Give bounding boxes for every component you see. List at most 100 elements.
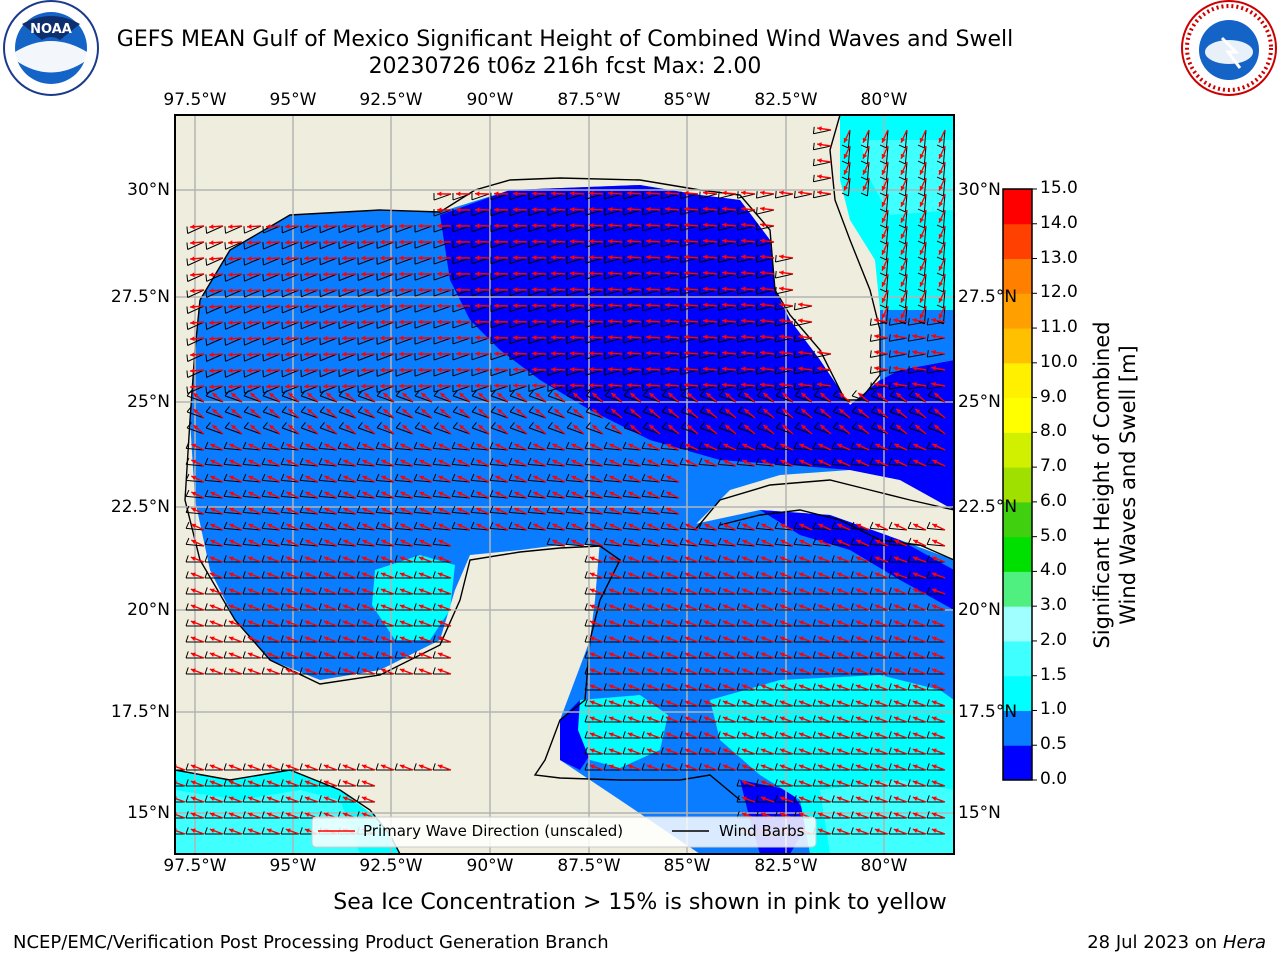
- wind-barb-flag: [774, 619, 778, 627]
- wave-direction-arrowhead: [684, 588, 690, 593]
- wind-barb-flag: [299, 571, 303, 579]
- wind-barb-flag: [433, 406, 439, 413]
- wind-barb: [680, 225, 699, 232]
- wave-direction-arrowhead: [722, 366, 727, 372]
- wind-barb: [547, 305, 566, 312]
- wave-direction-arrowhead: [380, 239, 385, 245]
- wave-direction-arrow: [175, 765, 186, 771]
- wind-barb: [737, 209, 756, 215]
- wind-barb: [889, 395, 908, 403]
- wind-barb: [585, 209, 604, 216]
- wave-direction-arrowhead: [323, 351, 328, 357]
- wind-barb: [186, 411, 205, 419]
- wave-direction-arrowhead: [703, 318, 708, 324]
- wind-barb: [301, 273, 319, 282]
- wind-barb: [376, 527, 395, 531]
- wind-barb: [263, 305, 281, 314]
- wave-direction-arrowhead: [459, 392, 465, 398]
- wind-barb-flag: [262, 370, 264, 378]
- wind-barb: [320, 305, 338, 314]
- wave-direction-arrowhead: [228, 336, 233, 342]
- wave-direction-arrowhead: [304, 223, 309, 229]
- wind-barb-flag: [470, 489, 475, 497]
- wind-barb-flag: [736, 537, 741, 545]
- wind-barb: [942, 129, 946, 148]
- wind-barb: [281, 543, 300, 547]
- wave-direction-arrowhead: [646, 318, 651, 324]
- wind-barb-flag: [679, 441, 684, 449]
- wave-direction-arrowhead: [475, 367, 480, 373]
- wind-barb-flag: [262, 354, 264, 362]
- wave-direction-arrowhead: [323, 780, 329, 785]
- wave-direction-arrowhead: [877, 408, 883, 414]
- wind-barb-flag: [641, 571, 645, 579]
- wind-barb: [395, 395, 414, 403]
- wind-barb-flag: [471, 422, 477, 429]
- wind-barb-flag: [774, 318, 777, 327]
- wave-direction-arrowhead: [836, 604, 842, 609]
- wave-direction-arrowhead: [646, 732, 652, 737]
- wave-direction-arrowhead: [817, 780, 823, 785]
- wave-direction-arrowhead: [361, 604, 367, 609]
- wave-direction-arrowhead: [665, 366, 670, 372]
- wave-direction-arrowhead: [570, 255, 575, 260]
- wind-barb: [623, 511, 642, 515]
- wind-barb: [339, 225, 357, 234]
- wave-direction-arrowhead: [703, 556, 709, 561]
- wind-barb-flag: [413, 587, 417, 595]
- wind-barb-flag: [898, 272, 906, 277]
- wind-barb: [642, 241, 661, 248]
- wind-barb: [737, 257, 756, 263]
- wind-barb: [566, 447, 585, 451]
- wind-barb-flag: [698, 521, 703, 529]
- wave-direction-arrowhead: [881, 137, 887, 143]
- wind-barb-flag: [280, 521, 285, 529]
- wind-barb: [566, 495, 585, 499]
- wind-barb-flag: [699, 335, 701, 343]
- wind-barb: [490, 369, 509, 377]
- wind-barb-flag: [774, 763, 778, 771]
- wind-barb-flag: [774, 635, 778, 643]
- wind-barb: [376, 305, 395, 313]
- wind-barb: [642, 447, 661, 451]
- wind-barb: [604, 511, 623, 515]
- wave-direction-arrowhead: [646, 270, 651, 276]
- wind-barb: [433, 527, 452, 531]
- wind-barb-flag: [850, 521, 855, 529]
- wind-barb-flag: [869, 537, 874, 545]
- wind-barb-flag: [680, 287, 682, 295]
- wind-barb-flag: [812, 441, 817, 449]
- wind-barb-flag: [261, 603, 265, 611]
- wind-barb-flag: [737, 406, 743, 413]
- wind-barb-flag: [243, 306, 245, 314]
- wind-barb-flag: [433, 390, 439, 397]
- wind-barb-flag: [413, 635, 417, 643]
- wave-direction-arrowhead: [571, 491, 577, 497]
- wind-barb: [623, 273, 642, 280]
- wave-direction-arrowhead: [608, 700, 614, 705]
- wind-barb-flag: [205, 370, 208, 378]
- wind-barb-flag: [242, 635, 246, 643]
- wind-barb-flag: [603, 457, 608, 465]
- wind-barb: [281, 395, 300, 403]
- wind-barb: [471, 289, 490, 297]
- wave-direction-arrowhead: [609, 507, 615, 513]
- wind-barb: [452, 353, 471, 361]
- wind-barb-flag: [603, 715, 607, 723]
- wave-direction-arrowhead: [494, 271, 499, 277]
- wind-barb: [243, 427, 262, 435]
- wind-barb-flag: [718, 367, 720, 375]
- wind-barb-flag: [243, 274, 245, 282]
- wave-direction-arrowhead: [326, 392, 332, 398]
- wave-direction-arrowhead: [209, 780, 215, 785]
- wave-direction-arrowhead: [495, 443, 501, 449]
- wind-barb: [908, 411, 927, 419]
- wind-barb-flag: [717, 635, 721, 643]
- wind-barb: [244, 369, 262, 378]
- wind-barb: [623, 225, 642, 232]
- wind-barb: [604, 305, 623, 312]
- wind-barb: [300, 411, 319, 419]
- wind-barb: [737, 543, 756, 547]
- wind-barb-flag: [338, 422, 344, 429]
- wave-direction-arrowhead: [611, 408, 617, 414]
